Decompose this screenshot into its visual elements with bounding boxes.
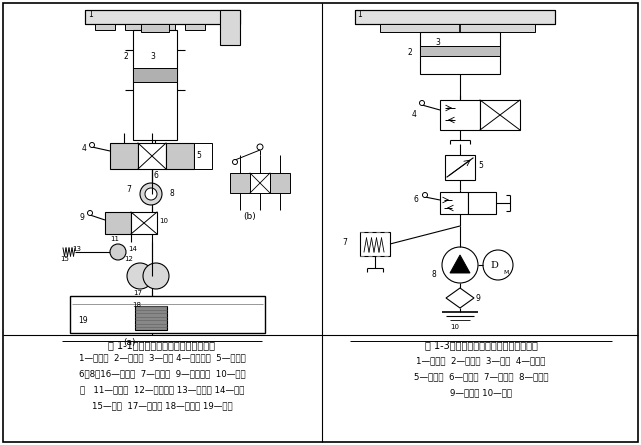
Text: 6，8，16—回油管  7—节流阀  9—开停手柄  10—开停: 6，8，16—回油管 7—节流阀 9—开停手柄 10—开停: [79, 369, 246, 378]
Bar: [141, 24, 169, 32]
Circle shape: [127, 263, 153, 289]
Bar: [380, 24, 535, 32]
Text: 8: 8: [170, 189, 175, 198]
Text: 14: 14: [128, 246, 137, 252]
Text: 1: 1: [357, 10, 362, 19]
Text: 18: 18: [132, 302, 141, 308]
Bar: [70, 296, 265, 333]
Bar: [131, 212, 157, 234]
Bar: [155, 24, 175, 30]
Text: (b): (b): [244, 212, 256, 221]
Text: 6: 6: [154, 171, 159, 180]
Bar: [355, 10, 555, 24]
Circle shape: [483, 250, 513, 280]
Text: 8: 8: [432, 270, 437, 279]
Bar: [166, 143, 194, 169]
Bar: [85, 10, 240, 24]
Bar: [445, 155, 475, 180]
Text: 图 1-3机床工作台液压系统的图形符号图: 图 1-3机床工作台液压系统的图形符号图: [424, 340, 537, 350]
Bar: [480, 100, 520, 130]
Text: 阀   11—压力管  12—压力支管 13—溢流阀 14—钢球: 阀 11—压力管 12—压力支管 13—溢流阀 14—钢球: [80, 385, 244, 394]
Bar: [133, 68, 177, 82]
Bar: [194, 143, 212, 169]
Bar: [250, 173, 270, 193]
Bar: [125, 24, 145, 30]
Bar: [270, 173, 290, 193]
Text: 7: 7: [342, 238, 347, 247]
Text: 19: 19: [78, 316, 88, 325]
Text: 5—节流阀  6—开停阀  7—溢流阀  8—液压泵: 5—节流阀 6—开停阀 7—溢流阀 8—液压泵: [413, 372, 548, 381]
Text: 6: 6: [413, 195, 418, 204]
Text: 1—工作台  2—液压缸  3—活塞 4—换向手柄  5—换向阀: 1—工作台 2—液压缸 3—活塞 4—换向手柄 5—换向阀: [79, 353, 246, 362]
Circle shape: [140, 183, 162, 205]
Text: 1—工作台  2—液压缸  3—油塞  4—换向阀: 1—工作台 2—液压缸 3—油塞 4—换向阀: [416, 356, 545, 365]
Bar: [110, 143, 138, 169]
Text: D: D: [490, 260, 498, 270]
Bar: [185, 24, 205, 30]
Bar: [138, 143, 166, 169]
Circle shape: [90, 142, 94, 147]
Text: 13: 13: [72, 246, 81, 252]
Bar: [133, 30, 177, 140]
Text: 15: 15: [60, 256, 69, 262]
Text: 5: 5: [478, 161, 483, 170]
Text: 3: 3: [435, 38, 440, 47]
Text: 12: 12: [124, 256, 133, 262]
Circle shape: [110, 244, 126, 260]
Text: 9: 9: [80, 213, 85, 222]
Circle shape: [145, 188, 157, 200]
Bar: [420, 46, 500, 56]
Text: 4: 4: [412, 110, 417, 119]
Bar: [230, 173, 250, 193]
Text: 4: 4: [82, 144, 87, 153]
Bar: [220, 10, 240, 45]
Text: 15—弹簧  17—液压泵 18—滤油器 19—油箱: 15—弹簧 17—液压泵 18—滤油器 19—油箱: [92, 401, 232, 410]
Circle shape: [442, 247, 478, 283]
Polygon shape: [446, 288, 474, 308]
Text: 10: 10: [450, 324, 459, 330]
Bar: [135, 306, 167, 330]
Circle shape: [419, 101, 424, 105]
Text: 3: 3: [150, 52, 155, 61]
Polygon shape: [450, 255, 470, 273]
Text: 5: 5: [196, 151, 201, 160]
Text: 9: 9: [476, 294, 481, 303]
Text: 9—滤油器 10—油箱: 9—滤油器 10—油箱: [450, 388, 512, 397]
Text: M: M: [503, 270, 508, 275]
Text: 2: 2: [123, 52, 128, 61]
Bar: [420, 32, 500, 74]
Text: 17: 17: [133, 290, 142, 296]
Bar: [355, 10, 555, 24]
Circle shape: [233, 159, 238, 165]
Text: 图 1-1机床工作台液压系统工作原理图: 图 1-1机床工作台液压系统工作原理图: [108, 340, 215, 350]
Text: 11: 11: [110, 236, 119, 242]
Text: 10: 10: [159, 218, 168, 224]
Circle shape: [143, 263, 169, 289]
Bar: [468, 192, 496, 214]
Text: 1: 1: [88, 10, 93, 19]
Circle shape: [88, 210, 92, 215]
Text: (a): (a): [124, 338, 137, 347]
Bar: [360, 232, 390, 256]
Bar: [85, 10, 240, 24]
Bar: [95, 24, 115, 30]
Circle shape: [257, 144, 263, 150]
Bar: [105, 212, 131, 234]
Bar: [440, 192, 468, 214]
Bar: [440, 100, 480, 130]
Circle shape: [422, 193, 428, 198]
Text: 2: 2: [408, 48, 413, 57]
Text: 7: 7: [126, 185, 131, 194]
